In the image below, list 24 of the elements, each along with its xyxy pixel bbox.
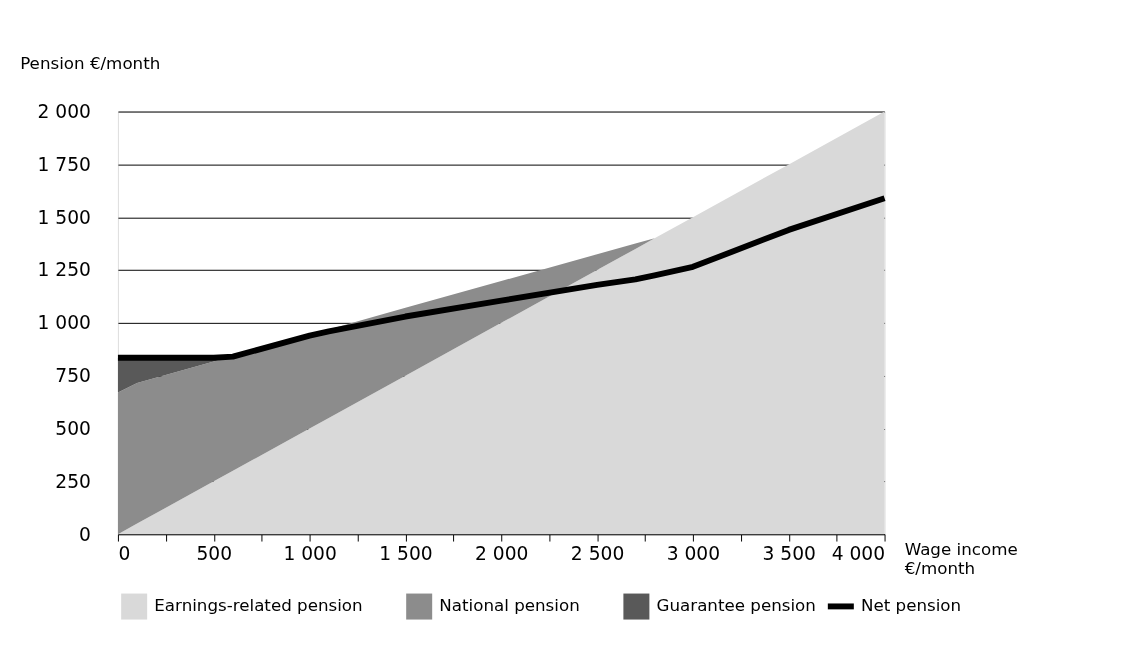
x-tick-label: 3 000 [666, 543, 721, 565]
x-tick-label: 3 500 [762, 543, 816, 565]
legend-label: Earnings-related pension [154, 595, 363, 616]
x-tick-label: 1 500 [379, 543, 433, 565]
legend-label: Net pension [860, 595, 962, 616]
y-tick-label: 1 750 [37, 153, 91, 175]
y-tick-label: 1 500 [37, 206, 91, 228]
x-tick-label: 2 500 [570, 543, 625, 565]
y-tick-label: 750 [55, 365, 91, 387]
legend-label: National pension [439, 595, 580, 616]
y-tick-label: 2 000 [37, 100, 91, 122]
y-tick-label: 500 [55, 417, 91, 439]
y-axis-title: Pension €/month [20, 52, 161, 73]
y-tick-label: 1 000 [37, 312, 91, 334]
x-tick-label: 500 [196, 543, 233, 565]
x-tick-label: 4 000 [831, 543, 886, 565]
x-tick-label: 1 000 [283, 543, 337, 565]
y-tick-label: 250 [55, 470, 91, 492]
legend-label: Guarantee pension [656, 595, 816, 616]
x-tick-label: 2 000 [475, 543, 529, 565]
y-tick-label: 0 [79, 523, 91, 545]
x-axis-title: Wage income €/month [904, 539, 1018, 578]
y-tick-label: 1 250 [37, 259, 91, 281]
x-tick-label: 0 [118, 543, 131, 565]
